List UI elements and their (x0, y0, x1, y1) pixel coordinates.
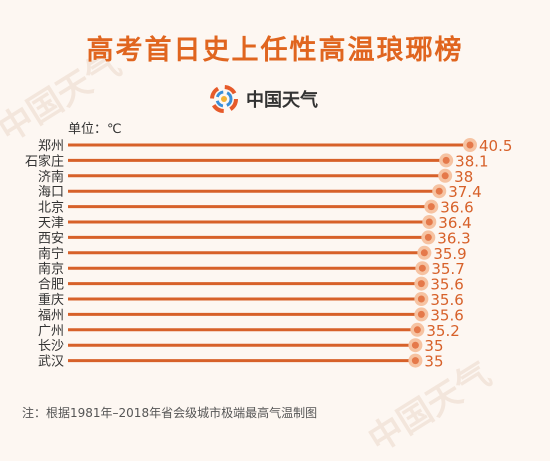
value-label: 35.6 (430, 276, 463, 294)
value-label: 35 (424, 337, 443, 355)
bar-end-dot (417, 310, 425, 318)
value-label: 37.4 (448, 183, 481, 201)
bar-end-dot (435, 187, 443, 195)
value-label: 36.4 (438, 214, 471, 232)
category-label: 合肥 (38, 278, 64, 293)
pinwheel-logo-icon (210, 85, 238, 113)
category-label: 郑州 (38, 139, 64, 154)
bar-end-dot (424, 233, 432, 241)
category-label: 海口 (38, 185, 64, 200)
bar-end-dot (425, 218, 433, 226)
bar-end-dot (427, 203, 435, 211)
value-label: 38 (454, 168, 473, 186)
bar-end-dot (411, 357, 419, 365)
bar-end-dot (420, 249, 428, 257)
bar-end-dot (442, 156, 450, 164)
value-label: 36.6 (440, 199, 473, 217)
bar-end-dot (413, 326, 421, 334)
footnote: 注：根据1981年–2018年省会级城市极端最高气温制图 (22, 406, 318, 420)
category-label: 广州 (38, 324, 64, 339)
bar-end-dot (417, 295, 425, 303)
category-label: 济南 (38, 169, 64, 185)
bar-end-dot (411, 341, 419, 349)
bar-end-dot (417, 280, 425, 288)
value-label: 35.9 (433, 245, 466, 263)
category-label: 西安 (38, 231, 64, 246)
category-label: 长沙 (38, 339, 64, 354)
brand-logo: 中国天气 (210, 85, 318, 113)
category-label: 福州 (38, 308, 64, 323)
chart-title: 高考首日史上任性高温琅琊榜 (86, 35, 464, 66)
value-label: 40.5 (479, 137, 512, 155)
bar-chart: 郑州 40.5 石家庄 38.1 济南 38 海口 37.4 北京 36.6 天津 36.4 西安 36.… (25, 137, 512, 371)
category-label: 北京 (38, 201, 64, 216)
category-label: 南京 (38, 261, 64, 277)
value-label: 35.7 (431, 260, 464, 278)
value-label: 35.2 (426, 322, 459, 340)
value-label: 35 (424, 353, 443, 371)
unit-label: 单位：℃ (68, 122, 122, 137)
value-label: 35.6 (430, 291, 463, 309)
value-label: 36.3 (437, 229, 470, 247)
logo-text: 中国天气 (246, 90, 318, 111)
bar-end-dot (441, 172, 449, 180)
category-label: 重庆 (38, 292, 64, 308)
category-label: 石家庄 (25, 153, 64, 169)
category-label: 天津 (38, 216, 64, 231)
bar-end-dot (466, 141, 474, 149)
category-label: 南宁 (38, 246, 64, 262)
bar-end-dot (418, 264, 426, 272)
value-label: 38.1 (455, 152, 488, 170)
value-label: 35.6 (430, 306, 463, 324)
category-label: 武汉 (38, 355, 64, 370)
